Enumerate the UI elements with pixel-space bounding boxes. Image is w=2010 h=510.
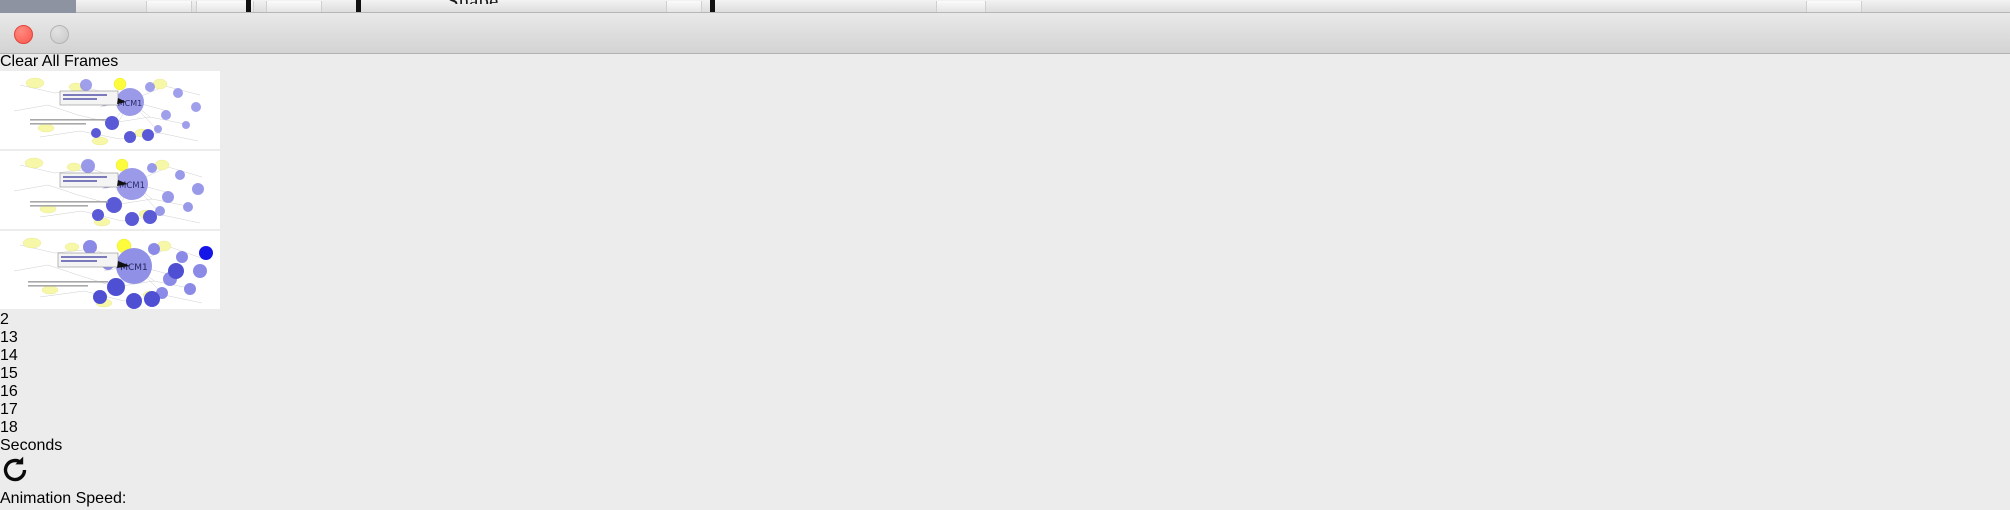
axis-tick-label: 2 (0, 311, 9, 328)
axis-tick-label: 14 (0, 347, 18, 364)
close-icon[interactable] (14, 25, 33, 44)
axis-tick-label: 16 (0, 383, 18, 400)
axis-title: Seconds (0, 437, 63, 454)
minimize-icon[interactable] (50, 25, 69, 44)
background-toolbar-segment (666, 1, 702, 12)
background-text-caret (356, 0, 361, 12)
titlebar (0, 13, 2010, 54)
background-toolbar-segment (936, 1, 986, 12)
timeline-frame-thumbnail[interactable]: MCM1 (0, 231, 222, 311)
timeline-panel[interactable]: MCM1 (0, 71, 2010, 455)
background-text-caret (246, 0, 251, 12)
axis-tick-label: 18 (0, 419, 18, 436)
svg-text:MCM1: MCM1 (119, 181, 145, 191)
zoom-icon[interactable] (0, 25, 19, 44)
background-toolbar-segment (266, 1, 322, 12)
axis-tick-label: 15 (0, 365, 18, 382)
background-toolbar-segment (196, 1, 254, 12)
background-toolbar-segment (146, 1, 192, 12)
background-text-caret (710, 0, 715, 12)
svg-text:MCM1: MCM1 (120, 263, 148, 273)
background-toolbar-segment (1806, 1, 1862, 12)
animation-speed-label: Animation Speed: (0, 490, 127, 507)
background-window-toolbar (76, 0, 2010, 13)
loop-button[interactable] (0, 455, 128, 490)
axis-tick-label: 17 (0, 401, 18, 418)
background-window: Shape (0, 0, 2010, 13)
background-window-shape-label: Shape (447, 0, 498, 4)
timeline-frame-thumbnail[interactable]: MCM1 (0, 71, 222, 151)
timeline-frame-thumbnail[interactable]: MCM1 (0, 151, 222, 231)
playback-controls: Animation Speed: (0, 455, 2010, 508)
loop-icon (0, 455, 128, 490)
svg-text:MCM1: MCM1 (118, 99, 142, 108)
clear-all-frames-button[interactable]: Clear All Frames (0, 53, 119, 70)
axis-tick-label: 13 (0, 329, 18, 346)
background-window-chrome (0, 0, 76, 13)
